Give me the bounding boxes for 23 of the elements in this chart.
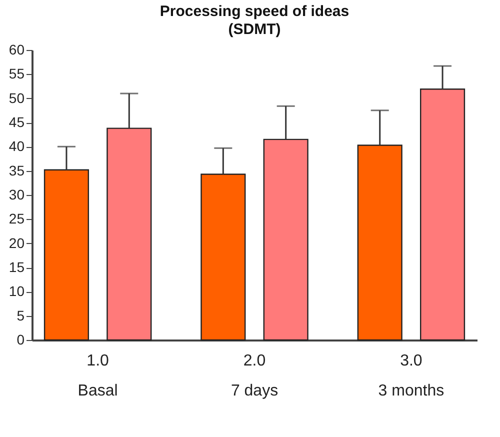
y-tick-label: 5 <box>16 307 25 324</box>
y-tick-label: 45 <box>8 114 25 130</box>
bar <box>420 88 466 341</box>
x-tick-label: 1.0 Basal <box>78 352 118 400</box>
x-tick-label: 3.0 3 months <box>378 352 444 400</box>
bar <box>263 138 308 341</box>
bar <box>106 128 152 341</box>
y-tick-label: 35 <box>8 162 25 178</box>
y-tick-label: 20 <box>8 234 25 251</box>
y-tick-label: 60 <box>8 42 25 58</box>
y-tick-label: 10 <box>8 283 25 300</box>
y-tick-label: 40 <box>8 138 25 154</box>
chart-title: Processing speed of ideas (SDMT) <box>160 3 350 38</box>
y-tick-label: 15 <box>8 259 25 275</box>
y-tick-label: 55 <box>8 66 25 82</box>
y-tick-label: 25 <box>8 210 25 227</box>
y-tick-label: 50 <box>8 90 25 106</box>
x-tick-label: 2.0 7 days <box>230 352 278 400</box>
y-tick-label: 30 <box>8 186 25 202</box>
bar <box>357 144 402 341</box>
y-tick-label: 0 <box>16 332 25 348</box>
bar <box>44 169 90 341</box>
bar <box>200 174 246 341</box>
